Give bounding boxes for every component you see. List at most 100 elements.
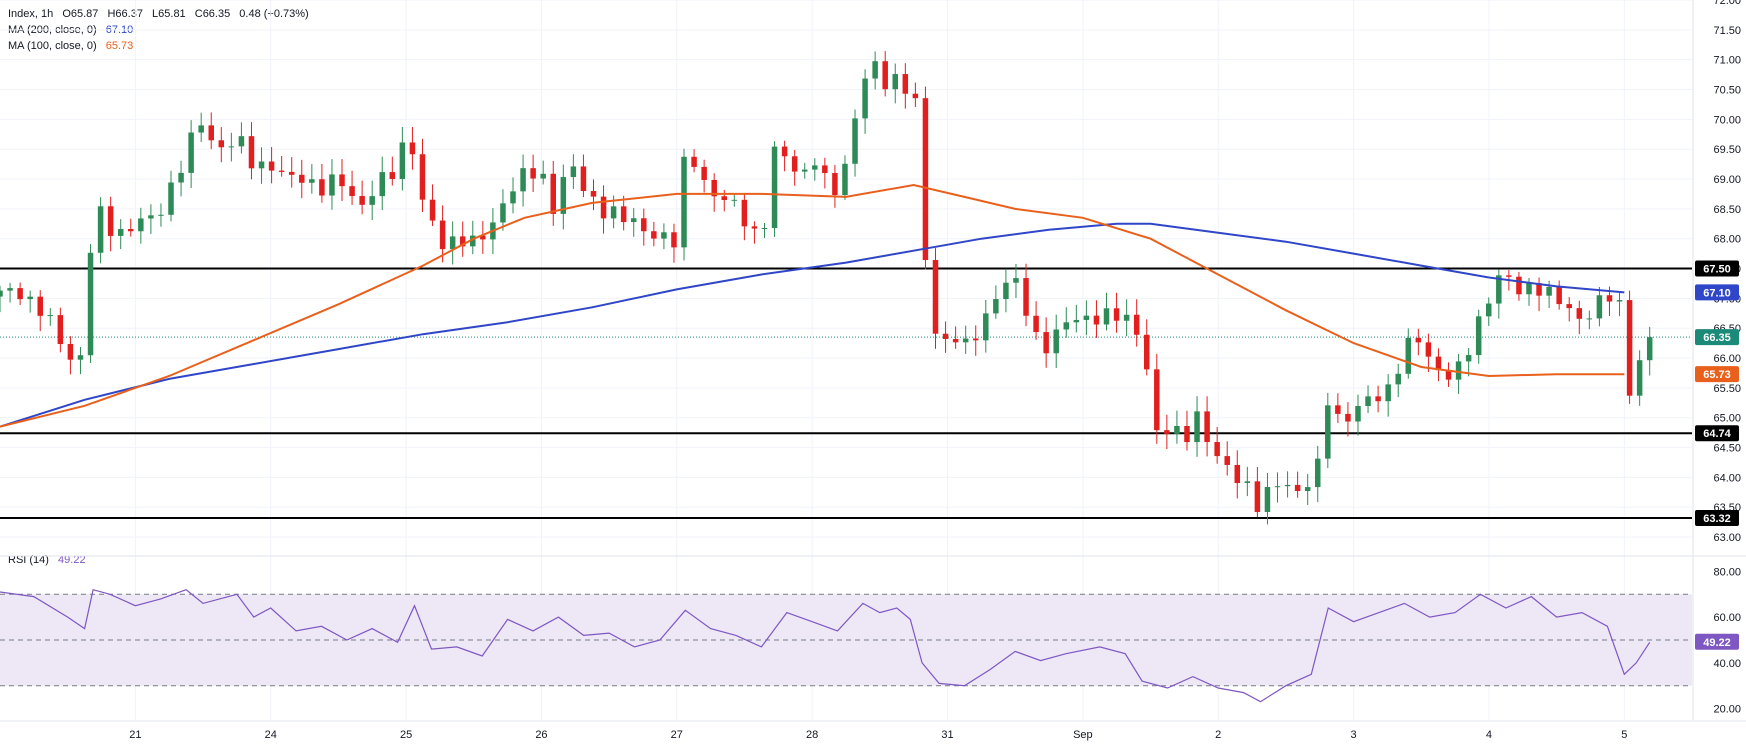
candle-body: [952, 338, 959, 343]
candle: [771, 141, 778, 237]
y-tick-label-13: 69.50: [1713, 144, 1741, 156]
candle-body: [610, 206, 617, 219]
candle-body: [580, 166, 587, 192]
candle: [0, 285, 3, 313]
candle-body: [1425, 342, 1432, 357]
candle-body: [0, 290, 3, 297]
candle-body: [721, 196, 728, 201]
candle-body: [1174, 425, 1180, 434]
candle-body: [701, 166, 707, 180]
y-tick-label-5: 65.50: [1713, 383, 1741, 395]
candle: [942, 321, 949, 353]
candle-body: [1013, 278, 1019, 283]
candle-body: [942, 333, 949, 339]
y-tick-label-2: 64.00: [1713, 472, 1741, 484]
y-tick-label-18: 72.00: [1713, 0, 1741, 7]
candle: [1435, 348, 1442, 382]
candle-body: [419, 154, 426, 200]
candle: [1103, 292, 1110, 331]
candle: [1143, 319, 1150, 376]
candle: [309, 164, 315, 194]
candle: [1053, 314, 1059, 368]
candle-body: [1053, 329, 1059, 354]
candle: [972, 325, 979, 356]
candle: [962, 325, 969, 354]
candle-body: [1455, 361, 1462, 380]
candle: [218, 126, 225, 163]
candle: [138, 207, 144, 244]
candle-body: [590, 191, 597, 197]
candle-body: [832, 173, 838, 196]
candle-body: [540, 173, 546, 179]
candle: [198, 112, 204, 142]
candle: [1636, 350, 1643, 406]
legend-rsi-value: 49.22: [58, 554, 86, 566]
candle-body: [1214, 442, 1220, 457]
candle-body: [1043, 332, 1049, 354]
legend-rsi-label: RSI (14): [8, 554, 49, 566]
candle: [439, 205, 446, 263]
x-tick-label-2: 25: [400, 729, 412, 741]
candle: [57, 307, 64, 353]
candle-body: [1325, 405, 1331, 459]
candle: [1133, 299, 1140, 347]
candle-body: [1113, 308, 1120, 321]
candle: [359, 180, 365, 215]
candle-body: [1314, 458, 1321, 488]
candle-body: [449, 236, 456, 250]
rsi-line: [0, 588, 1651, 703]
candle: [1626, 290, 1633, 404]
candle: [238, 122, 245, 154]
x-tick-label-6: 31: [941, 729, 953, 741]
horizontal-levels: [0, 267, 1692, 519]
candle-body: [349, 186, 355, 197]
candle-body: [480, 235, 486, 240]
candle: [872, 51, 878, 90]
candle-body: [1626, 300, 1633, 396]
level-badge-2-bg: [1695, 509, 1739, 526]
candle: [932, 248, 939, 349]
candle: [1254, 467, 1261, 518]
candle-body: [67, 344, 74, 360]
candle-body: [661, 232, 667, 239]
candle-body: [1395, 373, 1401, 385]
candle-body: [148, 215, 154, 219]
candle: [550, 160, 557, 226]
candle: [1184, 410, 1190, 451]
candle-body: [922, 98, 929, 260]
candle: [1415, 328, 1422, 356]
candle-body: [560, 177, 567, 214]
last-price-badge: 66.35: [1695, 329, 1739, 346]
candle: [1204, 396, 1210, 457]
candle-body: [1516, 276, 1522, 295]
candle: [480, 221, 486, 254]
candle-body: [1496, 275, 1502, 304]
candle: [852, 109, 858, 177]
candle: [1445, 362, 1452, 387]
candle-body: [228, 146, 235, 148]
candle: [349, 170, 355, 205]
candle-body: [188, 132, 194, 173]
candle-body: [87, 252, 94, 356]
candle-body: [1405, 337, 1412, 374]
candle: [590, 179, 597, 211]
candle-body: [801, 169, 808, 172]
rsi-tick-label-1: 40.00: [1713, 658, 1741, 670]
candle-body: [1103, 308, 1110, 325]
candle-body: [248, 136, 255, 169]
candle: [1274, 472, 1281, 503]
candle-body: [681, 156, 687, 248]
candle-body: [198, 125, 204, 133]
candle: [1566, 297, 1572, 322]
candle-body: [288, 171, 295, 175]
candle-body: [711, 179, 717, 197]
candle: [560, 164, 567, 230]
last-price-badge-bg: [1695, 329, 1739, 346]
candle: [77, 346, 84, 375]
candle: [37, 290, 43, 332]
candle: [983, 299, 989, 353]
candle: [1405, 328, 1412, 379]
candle-body: [600, 196, 607, 219]
candle-body: [208, 125, 214, 141]
